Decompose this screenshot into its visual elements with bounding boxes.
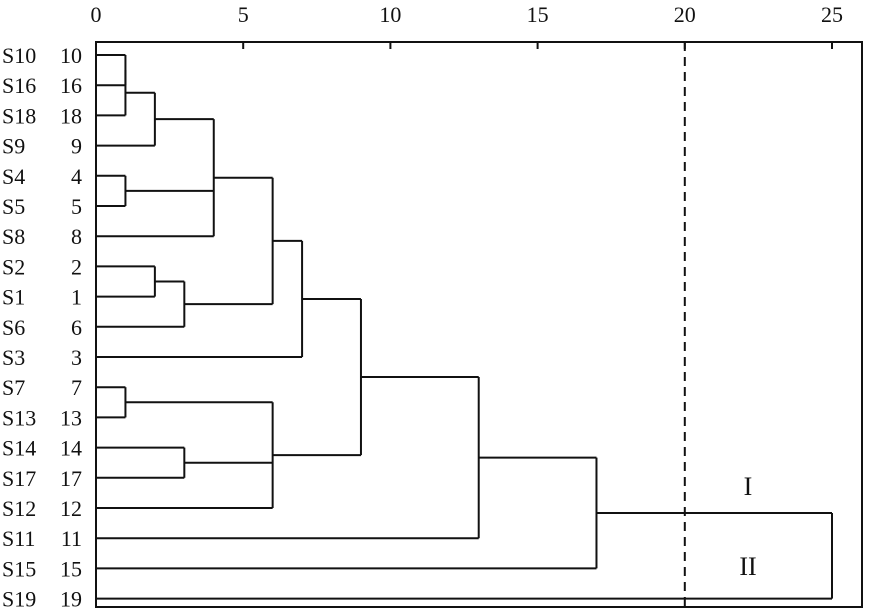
leaf-case-label: 19 [60, 587, 82, 611]
leaf-sample-label: S4 [2, 164, 25, 189]
leaf-sample-label: S18 [2, 103, 36, 128]
x-tick-label: 15 [527, 2, 549, 27]
leaf-sample-label: S2 [2, 254, 25, 279]
leaf-sample-label: S15 [2, 556, 36, 581]
leaf-sample-label: S11 [2, 526, 35, 551]
leaf-case-label: 14 [60, 436, 82, 461]
leaf-sample-label: S5 [2, 194, 25, 219]
x-tick-label: 5 [238, 2, 249, 27]
leaf-sample-label: S10 [2, 43, 36, 68]
leaf-case-label: 6 [71, 315, 82, 340]
leaf-case-label: 3 [71, 345, 82, 370]
cluster-label-2: II [739, 552, 756, 581]
leaf-sample-label: S1 [2, 285, 25, 310]
leaf-case-label: 2 [71, 254, 82, 279]
leaf-case-label: 15 [60, 556, 82, 581]
leaf-sample-label: S9 [2, 134, 25, 159]
leaf-case-label: 13 [60, 405, 82, 430]
leaf-case-label: 11 [61, 526, 82, 551]
leaf-case-label: 5 [71, 194, 82, 219]
leaf-case-label: 9 [71, 134, 82, 159]
leaf-case-label: 12 [60, 496, 82, 521]
leaf-sample-label: S14 [2, 436, 36, 461]
leaf-case-label: 4 [71, 164, 82, 189]
leaf-sample-label: S6 [2, 315, 25, 340]
x-tick-label: 0 [91, 2, 102, 27]
leaf-sample-label: S3 [2, 345, 25, 370]
leaf-sample-label: S12 [2, 496, 36, 521]
dendrogram-tree [96, 54, 833, 600]
x-tick-label: 10 [379, 2, 401, 27]
leaf-case-label: 7 [71, 375, 82, 400]
plot-frame [95, 41, 863, 608]
leaf-sample-label: S17 [2, 466, 36, 491]
x-axis: 0 5 10 15 20 25 [91, 2, 843, 49]
x-tick-label: 20 [674, 2, 696, 27]
cluster-labels: III [739, 472, 756, 581]
leaf-sample-label: S7 [2, 375, 25, 400]
x-tick-label: 25 [821, 2, 843, 27]
leaf-sample-label: S19 [2, 587, 36, 611]
leaf-case-label: 16 [60, 73, 82, 98]
leaf-case-label: 17 [60, 466, 82, 491]
leaf-case-label: 18 [60, 103, 82, 128]
leaf-case-label: 1 [71, 285, 82, 310]
leaf-sample-label: S8 [2, 224, 25, 249]
leaf-sample-label: S16 [2, 73, 36, 98]
cluster-label-1: I [744, 472, 753, 501]
leaf-case-label: 10 [60, 43, 82, 68]
leaf-case-label: 8 [71, 224, 82, 249]
leaf-sample-label: S13 [2, 405, 36, 430]
